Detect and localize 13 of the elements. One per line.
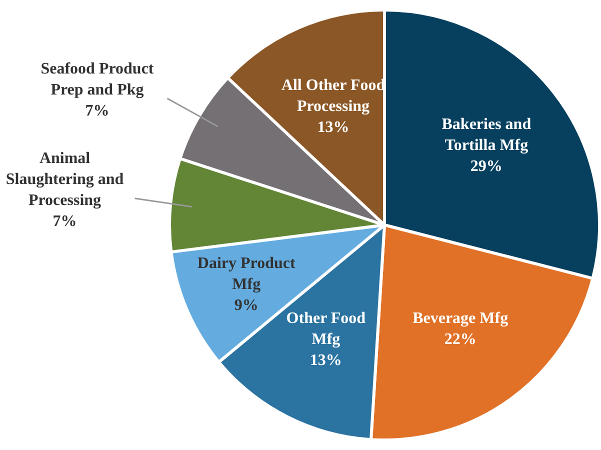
data-label: 7% — [85, 102, 110, 120]
data-label: 7% — [52, 212, 77, 230]
data-label: 22% — [444, 331, 476, 348]
slice-label: Other Food Mfg — [286, 310, 366, 348]
data-label: 13% — [310, 352, 342, 370]
data-label: 13% — [317, 118, 350, 136]
slice-label: Animal Slaughtering and Processing — [6, 150, 124, 209]
data-label: 29% — [470, 158, 502, 176]
data-label: 9% — [234, 296, 258, 314]
slice-label: Seafood Product Prep and Pkg — [40, 60, 154, 99]
slice-label: Beverage Mfg — [412, 310, 508, 328]
slice-label: Bakeries and Tortilla Mfg — [442, 116, 532, 154]
slice-label: Dairy Product Mfg — [197, 254, 296, 293]
